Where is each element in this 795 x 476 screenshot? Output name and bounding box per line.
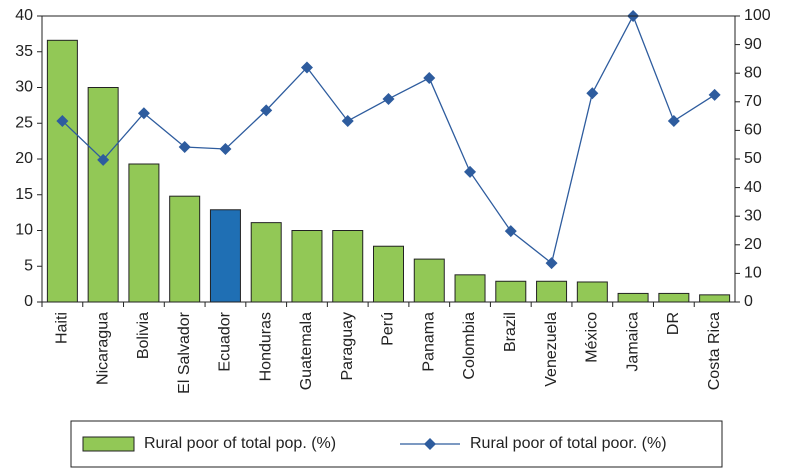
bar — [617, 292, 649, 303]
x-tick-label: Guatemala — [298, 312, 315, 390]
legend-label: Rural poor of total pop. (%) — [144, 435, 336, 452]
legend-box — [70, 420, 723, 468]
y-tick-label: 20 — [15, 150, 33, 167]
x-tick-label: Ecuador — [217, 311, 234, 371]
y-tick-label: 5 — [24, 257, 33, 274]
bar — [413, 258, 445, 303]
y2-tick-label: 70 — [744, 93, 762, 110]
marker — [504, 225, 517, 238]
bar — [536, 280, 568, 303]
bar — [291, 230, 323, 303]
y-tick-label: 10 — [15, 222, 33, 239]
x-tick-label: Jamaica — [624, 312, 641, 372]
bar — [332, 230, 364, 303]
legend-swatch — [82, 436, 135, 452]
y2-tick-label: 20 — [744, 236, 762, 253]
y-tick-label: 40 — [15, 7, 33, 24]
bar — [373, 245, 404, 303]
y-tick-label: 30 — [15, 79, 33, 96]
x-tick-label: Venezuela — [543, 312, 560, 387]
y-tick-label: 15 — [15, 186, 33, 203]
y2-tick-label: 0 — [744, 293, 753, 310]
x-tick-label: Panama — [420, 312, 437, 372]
x-tick-label: Costa Rica — [706, 312, 723, 390]
y-tick-label: 25 — [15, 114, 33, 131]
marker — [300, 61, 313, 74]
x-tick-label: DR — [665, 312, 682, 335]
x-tick-label: Honduras — [257, 312, 274, 381]
marker — [178, 140, 191, 153]
marker — [137, 107, 150, 120]
y2-tick-label: 40 — [744, 179, 762, 196]
bar — [576, 281, 608, 303]
y2-tick-label: 50 — [744, 150, 762, 167]
x-tick-label: Haiti — [54, 312, 71, 344]
marker — [97, 153, 110, 166]
marker — [464, 165, 477, 178]
bar — [250, 222, 282, 303]
bar — [495, 280, 527, 303]
x-tick-label: Paraguay — [339, 312, 356, 381]
bar — [209, 209, 241, 303]
y-tick-label: 0 — [24, 293, 33, 310]
marker — [382, 92, 395, 105]
bar — [46, 39, 78, 303]
bar — [169, 195, 201, 303]
y2-tick-label: 90 — [744, 36, 762, 53]
marker — [56, 114, 69, 127]
marker — [586, 87, 599, 100]
bar — [699, 294, 731, 303]
y2-tick-label: 10 — [744, 265, 762, 282]
y-tick-label: 35 — [15, 43, 33, 60]
legend-label: Rural poor of total poor. (%) — [470, 435, 667, 452]
legend-marker — [424, 438, 436, 450]
x-tick-label: México — [584, 312, 601, 363]
x-tick-label: Bolivia — [135, 312, 152, 359]
marker — [423, 72, 436, 85]
marker — [708, 88, 721, 101]
marker — [260, 104, 273, 117]
marker — [219, 142, 232, 155]
x-tick-label: Perú — [380, 312, 397, 346]
marker — [667, 114, 680, 127]
x-tick-label: Nicaragua — [94, 312, 111, 385]
x-tick-label: El Salvador — [176, 311, 193, 393]
y2-tick-label: 100 — [744, 7, 771, 24]
marker — [545, 257, 558, 270]
y2-tick-label: 80 — [744, 64, 762, 81]
y2-tick-label: 30 — [744, 207, 762, 224]
bar — [128, 163, 160, 303]
x-tick-label: Brazil — [502, 312, 519, 352]
bar — [658, 292, 690, 303]
x-tick-label: Colombia — [461, 312, 478, 380]
bar — [87, 87, 119, 303]
y2-tick-label: 60 — [744, 122, 762, 139]
marker — [341, 114, 354, 127]
bar — [454, 274, 486, 303]
line — [61, 14, 715, 265]
